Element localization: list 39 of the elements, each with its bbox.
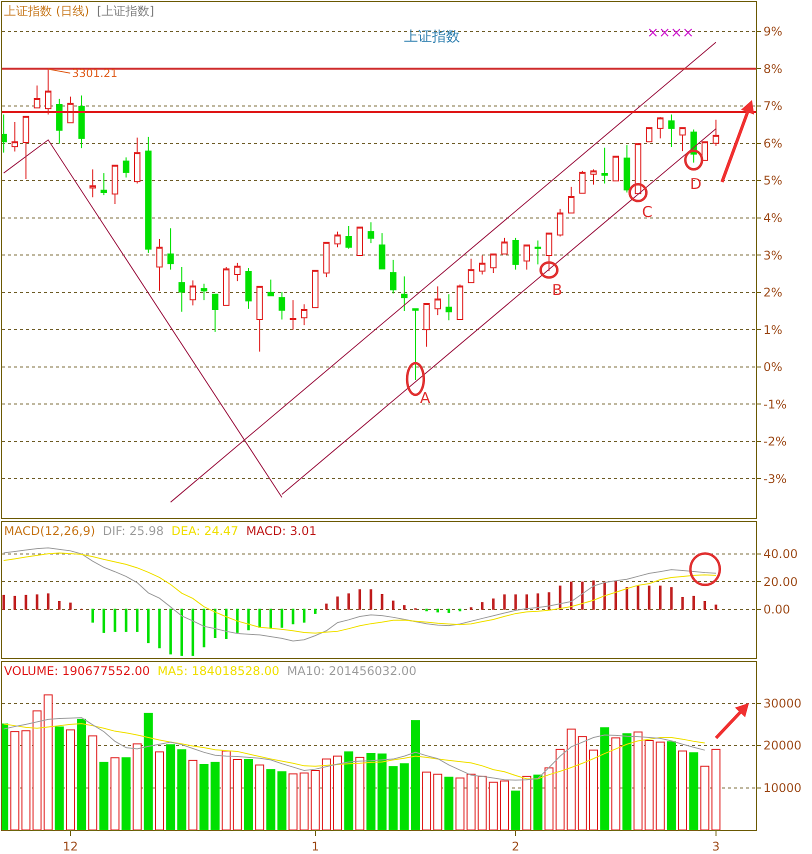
x-tick-label: 2 — [512, 839, 520, 854]
annotation: B — [552, 281, 562, 299]
y-tick-label: 0.00 — [763, 602, 790, 616]
text: MACD: 3.01 — [246, 524, 317, 538]
annotation: C — [642, 203, 652, 221]
chart-subtitle: [上证指数] — [96, 4, 154, 18]
y-tick-label: 30000 — [763, 696, 802, 711]
annotation: 3301.21 — [72, 67, 118, 80]
y-tick-label: 5% — [763, 174, 782, 188]
y-tick-label: 0% — [763, 360, 782, 374]
text: VOLUME: 190677552.00 — [4, 664, 150, 678]
y-tick-label: 20.00 — [763, 574, 798, 589]
chart-title: 上证指数 (日线) — [4, 4, 90, 18]
x-tick-label: 1 — [311, 839, 320, 854]
y-tick-label: -2% — [763, 434, 787, 449]
text: DIF: 25.98 — [102, 524, 164, 538]
x-tick-label: 12 — [62, 839, 78, 854]
text: MA10: 201456032.00 — [287, 664, 417, 678]
annotation: 上证指数 — [404, 29, 460, 45]
annotation: A — [420, 389, 431, 407]
y-tick-label: 1% — [763, 322, 782, 337]
y-tick-label: 7% — [763, 99, 782, 114]
text: MA5: 184018528.00 — [158, 664, 280, 678]
y-tick-label: 20000 — [763, 738, 802, 753]
x-tick-label: 3 — [712, 839, 720, 854]
y-tick-label: 3% — [763, 248, 782, 262]
y-tick-label: 40.00 — [763, 547, 798, 562]
y-tick-label: 9% — [763, 24, 782, 39]
y-tick-label: 8% — [763, 62, 782, 76]
chart-title: MACD(12,26,9) — [4, 524, 96, 538]
y-tick-label: 4% — [763, 211, 782, 225]
annotation: ×××× — [647, 25, 694, 41]
text: DEA: 24.47 — [171, 524, 238, 538]
annotation: D — [690, 175, 702, 193]
y-tick-label: 6% — [763, 136, 782, 150]
y-tick-label: -3% — [763, 472, 787, 486]
y-tick-label: -1% — [763, 397, 787, 412]
y-tick-label: 10000 — [763, 780, 802, 795]
y-tick-label: 2% — [763, 286, 782, 300]
